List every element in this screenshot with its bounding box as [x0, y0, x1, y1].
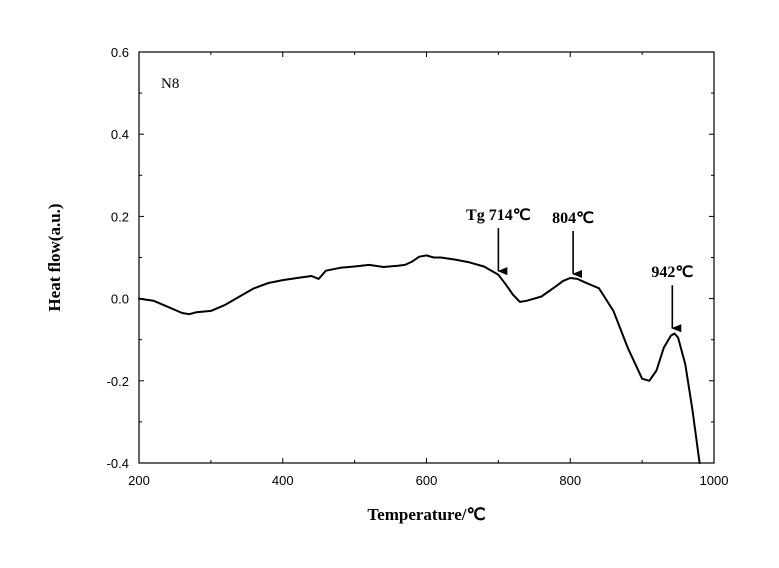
x-tick-label: 800 [559, 473, 581, 488]
x-axis-title: Temperature/℃ [367, 505, 485, 524]
annotation-label: Tg 714℃ [466, 207, 531, 224]
y-tick-label: -0.4 [107, 456, 129, 471]
y-tick-label: 0.6 [111, 45, 129, 60]
x-tick-label: 200 [128, 473, 150, 488]
y-tick-label: -0.2 [107, 374, 129, 389]
plot-frame [138, 51, 715, 464]
x-tick-label: 600 [416, 473, 438, 488]
y-axis-title: Heat flow(a.u.) [45, 203, 64, 311]
x-tick-label: 1000 [700, 473, 729, 488]
sample-label: N8 [161, 76, 179, 92]
y-tick-label: 0.0 [111, 292, 129, 307]
annotation-label: 942℃ [651, 264, 693, 281]
y-tick-label: 0.4 [111, 127, 129, 142]
x-tick-label: 400 [272, 473, 294, 488]
annotation-label: 804℃ [552, 210, 594, 227]
y-tick-label: 0.2 [111, 209, 129, 224]
heat-flow-curve [138, 254, 701, 464]
